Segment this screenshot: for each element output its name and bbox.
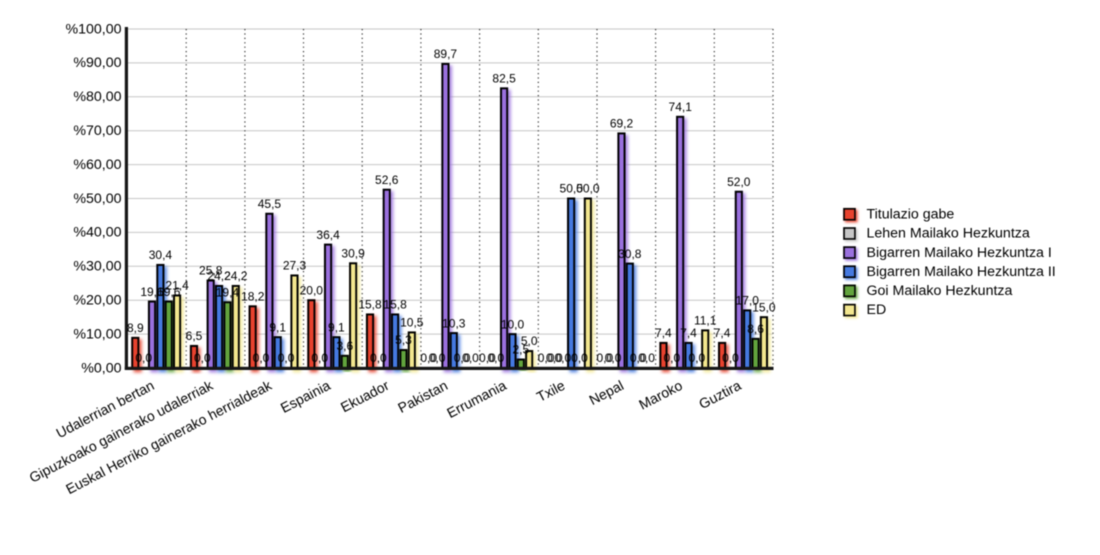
svg-text:0,0: 0,0	[638, 351, 655, 365]
svg-text:7,4: 7,4	[655, 326, 672, 340]
svg-text:%90,00: %90,00	[73, 55, 121, 71]
svg-text:27,3: 27,3	[283, 259, 307, 273]
svg-text:9,1: 9,1	[328, 320, 345, 334]
svg-text:Goi Mailako Hezkuntza: Goi Mailako Hezkuntza	[867, 283, 1013, 299]
svg-text:0,0: 0,0	[479, 351, 496, 365]
svg-text:8,6: 8,6	[747, 322, 764, 336]
svg-text:7,4: 7,4	[714, 326, 731, 340]
svg-text:19,4: 19,4	[216, 285, 240, 299]
svg-text:52,0: 52,0	[727, 175, 751, 189]
svg-text:7,4: 7,4	[680, 326, 697, 340]
svg-text:89,7: 89,7	[434, 47, 458, 61]
svg-text:0,0: 0,0	[571, 351, 588, 365]
svg-text:10,3: 10,3	[442, 316, 466, 330]
svg-text:0,0: 0,0	[663, 351, 680, 365]
svg-text:9,1: 9,1	[269, 320, 286, 334]
svg-text:0,0: 0,0	[429, 351, 446, 365]
svg-text:50,0: 50,0	[560, 182, 584, 196]
svg-text:6,5: 6,5	[186, 329, 203, 343]
svg-text:0,0: 0,0	[596, 351, 613, 365]
svg-text:0,0: 0,0	[454, 351, 471, 365]
svg-text:0,0: 0,0	[420, 351, 437, 365]
svg-text:15,0: 15,0	[752, 300, 776, 314]
svg-text:24,2: 24,2	[224, 269, 248, 283]
svg-text:%10,00: %10,00	[73, 326, 121, 342]
svg-text:50,0: 50,0	[576, 182, 600, 196]
svg-text:%40,00: %40,00	[73, 225, 121, 241]
svg-text:Bigarren Mailako Hezkuntza II: Bigarren Mailako Hezkuntza II	[867, 264, 1056, 280]
svg-text:0,0: 0,0	[370, 351, 387, 365]
svg-text:21,4: 21,4	[165, 279, 189, 293]
svg-text:3,6: 3,6	[336, 339, 353, 353]
svg-text:24,2: 24,2	[207, 269, 231, 283]
svg-text:10,0: 10,0	[501, 317, 525, 331]
svg-text:Titulazio gabe: Titulazio gabe	[867, 207, 955, 223]
svg-text:18,2: 18,2	[241, 290, 265, 304]
svg-text:19,6: 19,6	[157, 285, 181, 299]
svg-text:0,0: 0,0	[546, 351, 563, 365]
svg-text:Bigarren Mailako Hezkuntza I: Bigarren Mailako Hezkuntza I	[867, 245, 1052, 261]
svg-text:10,5: 10,5	[400, 316, 424, 330]
svg-text:Lehen Mailako Hezkuntza: Lehen Mailako Hezkuntza	[867, 226, 1030, 242]
svg-text:0,0: 0,0	[630, 351, 647, 365]
svg-text:82,5: 82,5	[492, 72, 516, 86]
svg-text:%80,00: %80,00	[73, 89, 121, 105]
svg-text:0,0: 0,0	[462, 351, 479, 365]
svg-text:0,0: 0,0	[278, 351, 295, 365]
svg-text:%30,00: %30,00	[73, 259, 121, 275]
svg-text:0,0: 0,0	[487, 351, 504, 365]
svg-text:20,0: 20,0	[300, 283, 324, 297]
svg-text:45,5: 45,5	[258, 197, 282, 211]
svg-text:11,1: 11,1	[694, 314, 717, 328]
svg-text:0,0: 0,0	[194, 351, 211, 365]
svg-text:0,0: 0,0	[135, 351, 152, 365]
svg-text:15,8: 15,8	[358, 298, 382, 312]
svg-text:74,1: 74,1	[669, 100, 693, 114]
svg-text:8,9: 8,9	[127, 321, 144, 335]
svg-text:0,0: 0,0	[605, 351, 622, 365]
svg-text:69,2: 69,2	[610, 117, 634, 131]
svg-text:%50,00: %50,00	[73, 191, 121, 207]
svg-text:ED: ED	[867, 302, 887, 318]
svg-text:19,6: 19,6	[140, 285, 164, 299]
svg-text:5,3: 5,3	[395, 333, 412, 347]
svg-text:0,0: 0,0	[722, 351, 739, 365]
svg-text:0,0: 0,0	[554, 351, 571, 365]
svg-text:30,4: 30,4	[149, 248, 173, 262]
svg-text:52,6: 52,6	[375, 173, 399, 187]
svg-text:2,5: 2,5	[512, 343, 529, 357]
svg-text:15,8: 15,8	[383, 298, 407, 312]
svg-text:25,8: 25,8	[199, 264, 223, 278]
svg-text:%70,00: %70,00	[73, 123, 121, 139]
svg-text:%60,00: %60,00	[73, 157, 121, 173]
svg-text:0,0: 0,0	[253, 351, 270, 365]
svg-text:%0,00: %0,00	[81, 360, 121, 376]
svg-text:30,8: 30,8	[618, 247, 642, 261]
svg-text:%100,00: %100,00	[65, 21, 121, 37]
svg-text:36,4: 36,4	[316, 228, 340, 242]
svg-text:0,0: 0,0	[538, 351, 555, 365]
svg-text:0,0: 0,0	[689, 351, 706, 365]
svg-text:0,0: 0,0	[311, 351, 328, 365]
svg-text:17,0: 17,0	[736, 294, 760, 308]
svg-text:5,0: 5,0	[521, 334, 538, 348]
svg-text:30,9: 30,9	[341, 246, 365, 260]
svg-text:%20,00: %20,00	[73, 293, 121, 309]
